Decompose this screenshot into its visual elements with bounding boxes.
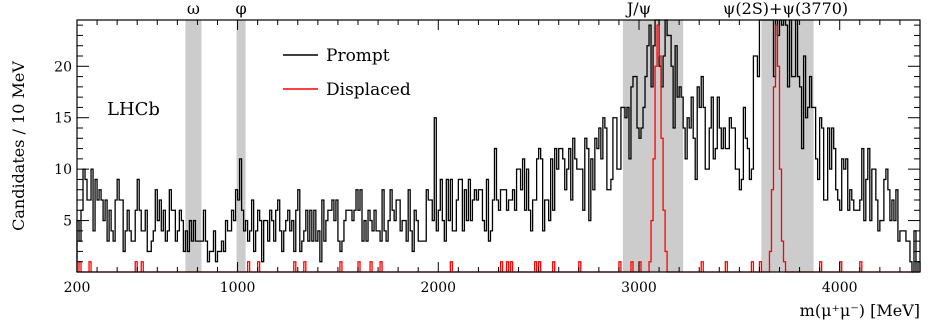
legend-label-prompt: Prompt (326, 46, 390, 66)
y-tick-label: 10 (54, 162, 72, 178)
x-tick-label: 1000 (220, 280, 256, 296)
peak-label-phi: φ (235, 0, 246, 18)
x-tick-label: 2000 (420, 280, 456, 296)
peak-labels: ω φ J/ψ ψ(2S)+ψ(3770) (187, 0, 848, 18)
shaded-region-0 (185, 20, 202, 272)
legend: Prompt Displaced (283, 46, 411, 100)
x-axis-label: m(μ⁺μ⁻) [MeV] (800, 301, 920, 320)
peak-label-jpsi: J/ψ (625, 0, 651, 18)
peak-label-omega: ω (187, 0, 200, 18)
y-tick-label: 15 (54, 111, 72, 127)
x-tick-label: 4000 (822, 280, 858, 296)
y-axis-label: Candidates / 10 MeV (9, 61, 28, 231)
shaded-regions (185, 20, 814, 272)
y-tick-label: 20 (54, 59, 72, 75)
peak-label-psi2s: ψ(2S)+ψ(3770) (723, 0, 848, 18)
experiment-label: LHCb (107, 99, 160, 120)
shaded-region-1 (236, 20, 246, 272)
y-tick-label: 5 (63, 214, 72, 230)
x-tick-label: 3000 (621, 280, 657, 296)
x-tick-label: 200 (64, 280, 91, 296)
legend-label-displaced: Displaced (326, 80, 411, 100)
axis-ticks: 200 1000 2000 3000 4000 5 10 15 20 (54, 20, 921, 296)
